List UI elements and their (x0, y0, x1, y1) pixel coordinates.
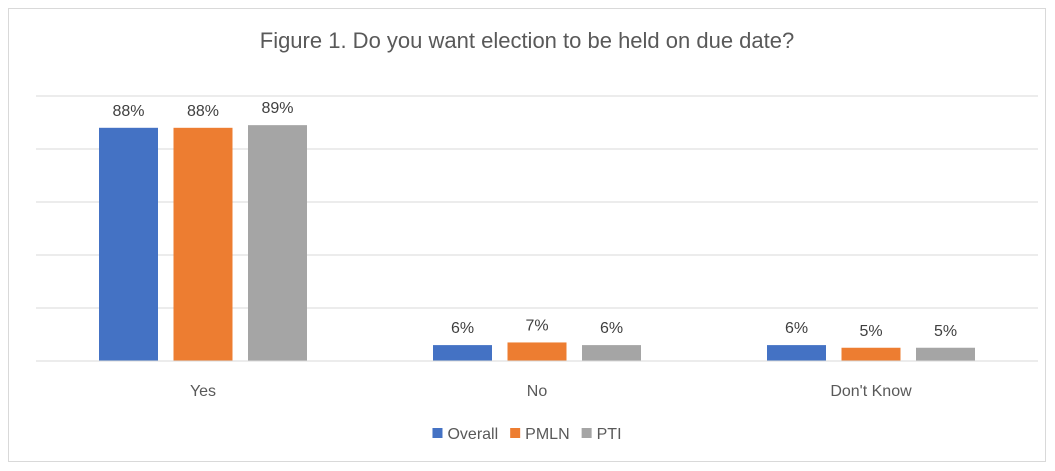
data-label-don-t-know-pti: 5% (934, 323, 957, 340)
legend-label-pti: PTI (597, 426, 622, 443)
legend-swatch-overall (432, 428, 443, 438)
bar-yes-overall (99, 127, 158, 361)
chart-title: Figure 1. Do you want election to be hel… (260, 28, 794, 53)
legend-swatch-pti (581, 428, 592, 438)
legend-swatch-pmln (510, 428, 521, 438)
bar-don-t-know-pti (916, 347, 975, 361)
data-label-don-t-know-overall: 6% (785, 320, 808, 337)
bar-no-pmln (507, 342, 567, 361)
bar-yes-pti (248, 125, 307, 362)
bar-yes-pmln (173, 127, 233, 361)
data-labels: 88% 88% 89% 6% 7% 6% 6% 5% 5% (112, 100, 957, 340)
data-label-yes-pti: 89% (261, 100, 293, 117)
bars (99, 125, 975, 362)
legend-label-overall: Overall (447, 426, 498, 443)
x-tick-label-yes: Yes (190, 383, 216, 400)
legend: Overall PMLN PTI (432, 426, 622, 443)
data-label-don-t-know-pmln: 5% (859, 323, 882, 340)
bar-no-pti (582, 345, 641, 361)
bar-no-overall (433, 345, 492, 361)
legend-label-pmln: PMLN (525, 426, 569, 443)
data-label-no-pti: 6% (600, 320, 623, 337)
x-tick-label-don-t-know: Don't Know (830, 383, 912, 400)
data-label-no-overall: 6% (451, 320, 474, 337)
data-label-no-pmln: 7% (525, 317, 548, 334)
x-tick-labels: Yes No Don't Know (190, 383, 912, 400)
bar-don-t-know-pmln (841, 347, 901, 361)
data-label-yes-overall: 88% (112, 103, 144, 120)
data-label-yes-pmln: 88% (187, 103, 219, 120)
x-tick-label-no: No (527, 383, 548, 400)
bar-don-t-know-overall (767, 345, 826, 361)
